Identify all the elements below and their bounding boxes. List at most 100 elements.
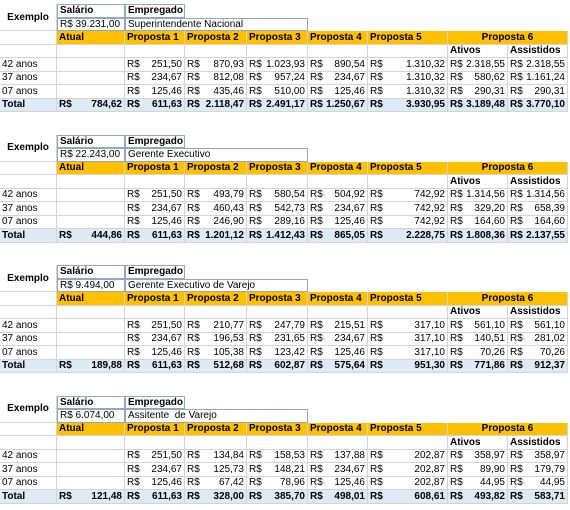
amount: 189,88 bbox=[91, 360, 122, 372]
currency: R$ bbox=[187, 189, 200, 201]
amount: 608,61 bbox=[414, 490, 445, 502]
money-cell: R$ 44,95 bbox=[448, 476, 508, 490]
column-header: Proposta 3 bbox=[247, 161, 308, 175]
money-cell: R$ 105,38 bbox=[185, 346, 247, 360]
currency: R$ bbox=[249, 72, 262, 84]
currency: R$ bbox=[187, 463, 200, 475]
amount: 2.118,47 bbox=[205, 99, 244, 111]
currency: R$ bbox=[187, 216, 200, 228]
amount: 498,01 bbox=[334, 490, 365, 502]
currency: R$ bbox=[59, 490, 72, 502]
money-cell: R$ 70,26 bbox=[508, 346, 568, 360]
example-label: Exemplo bbox=[0, 4, 57, 31]
amount: 317,10 bbox=[414, 319, 445, 331]
money-cell: R$ 234,67 bbox=[125, 71, 185, 85]
currency: R$ bbox=[249, 477, 262, 489]
role-value: Assitente de Varejo bbox=[125, 409, 308, 423]
amount: 784,62 bbox=[91, 99, 122, 111]
amount: 2.228,75 bbox=[406, 229, 445, 241]
amount: 1.201,12 bbox=[205, 229, 244, 241]
blank bbox=[57, 202, 125, 216]
employee-header: Empregado bbox=[125, 265, 185, 279]
currency: R$ bbox=[127, 360, 140, 372]
currency: R$ bbox=[370, 216, 383, 228]
money-cell: R$ 1.023,93 bbox=[247, 58, 308, 72]
currency: R$ bbox=[59, 229, 72, 241]
money-cell: R$ 164,60 bbox=[508, 215, 568, 229]
amount: 358,97 bbox=[474, 450, 505, 462]
row-label: 07 anos bbox=[0, 215, 57, 229]
amount: 123,42 bbox=[274, 346, 305, 358]
blank bbox=[57, 215, 125, 229]
amount: 912,37 bbox=[534, 360, 565, 372]
money-cell: R$ 865,05 bbox=[308, 229, 368, 243]
currency: R$ bbox=[249, 216, 262, 228]
column-header: Proposta 3 bbox=[247, 422, 308, 436]
blank bbox=[185, 44, 247, 58]
blank bbox=[57, 58, 125, 72]
blank bbox=[247, 305, 308, 319]
currency: R$ bbox=[187, 360, 200, 372]
currency: R$ bbox=[249, 202, 262, 214]
currency: R$ bbox=[187, 450, 200, 462]
currency: R$ bbox=[249, 463, 262, 475]
amount: 602,87 bbox=[274, 360, 305, 372]
currency: R$ bbox=[510, 450, 523, 462]
example-label: Exemplo bbox=[0, 134, 57, 162]
amount: 125,46 bbox=[334, 85, 365, 97]
salary-header: Salário bbox=[57, 395, 125, 409]
amount: 234,67 bbox=[151, 333, 182, 345]
salary-value: R$ 39.231,00 bbox=[57, 17, 125, 31]
salary-header: Salário bbox=[57, 4, 125, 18]
amount: 2.137,55 bbox=[526, 229, 565, 241]
amount: 251,50 bbox=[151, 189, 182, 201]
money-cell: R$ 1.310,32 bbox=[368, 58, 448, 72]
currency: R$ bbox=[187, 346, 200, 358]
money-cell: R$ 385,70 bbox=[247, 490, 308, 504]
subcolumn-header: Ativos bbox=[448, 305, 508, 319]
money-cell: R$ 611,63 bbox=[125, 359, 185, 373]
amount: 125,73 bbox=[213, 463, 244, 475]
money-cell: R$ 3.189,48 bbox=[448, 98, 508, 112]
amount: 317,10 bbox=[414, 333, 445, 345]
amount: 328,00 bbox=[213, 490, 244, 502]
money-cell: R$ 583,71 bbox=[508, 490, 568, 504]
column-header: Proposta 3 bbox=[247, 31, 308, 45]
money-cell: R$ 611,63 bbox=[125, 229, 185, 243]
currency: R$ bbox=[310, 72, 323, 84]
column-header: Proposta 1 bbox=[125, 292, 185, 306]
currency: R$ bbox=[127, 85, 140, 97]
currency: R$ bbox=[510, 216, 523, 228]
money-cell: R$ 202,87 bbox=[368, 449, 448, 463]
amount: 121,48 bbox=[91, 490, 122, 502]
currency: R$ bbox=[310, 360, 323, 372]
amount: 251,50 bbox=[151, 450, 182, 462]
money-cell: R$ 234,67 bbox=[125, 463, 185, 477]
blank bbox=[57, 449, 125, 463]
amount: 210,77 bbox=[213, 319, 244, 331]
currency: R$ bbox=[450, 319, 463, 331]
column-header: Proposta 3 bbox=[247, 292, 308, 306]
blank bbox=[57, 463, 125, 477]
example-label: Exemplo bbox=[0, 265, 57, 292]
amount: 580,62 bbox=[474, 72, 505, 84]
amount: 290,31 bbox=[534, 85, 565, 97]
amount: 281,02 bbox=[534, 333, 565, 345]
blank bbox=[57, 188, 125, 202]
money-cell: R$ 234,67 bbox=[308, 332, 368, 346]
money-cell: R$ 358,97 bbox=[508, 449, 568, 463]
row-label: Total bbox=[0, 490, 57, 504]
amount: 2.318,55 bbox=[526, 58, 565, 70]
amount: 742,92 bbox=[414, 202, 445, 214]
row-label: Total bbox=[0, 98, 57, 112]
currency: R$ bbox=[370, 477, 383, 489]
money-cell: R$ 70,26 bbox=[448, 346, 508, 360]
money-cell: R$ 125,46 bbox=[308, 85, 368, 99]
row-label: Total bbox=[0, 229, 57, 243]
subcolumn-header: Assistidos bbox=[508, 436, 568, 450]
amount: 234,67 bbox=[334, 333, 365, 345]
amount: 385,70 bbox=[274, 490, 305, 502]
money-cell: R$ 580,54 bbox=[247, 188, 308, 202]
money-cell: R$ 951,30 bbox=[368, 359, 448, 373]
amount: 317,10 bbox=[414, 346, 445, 358]
